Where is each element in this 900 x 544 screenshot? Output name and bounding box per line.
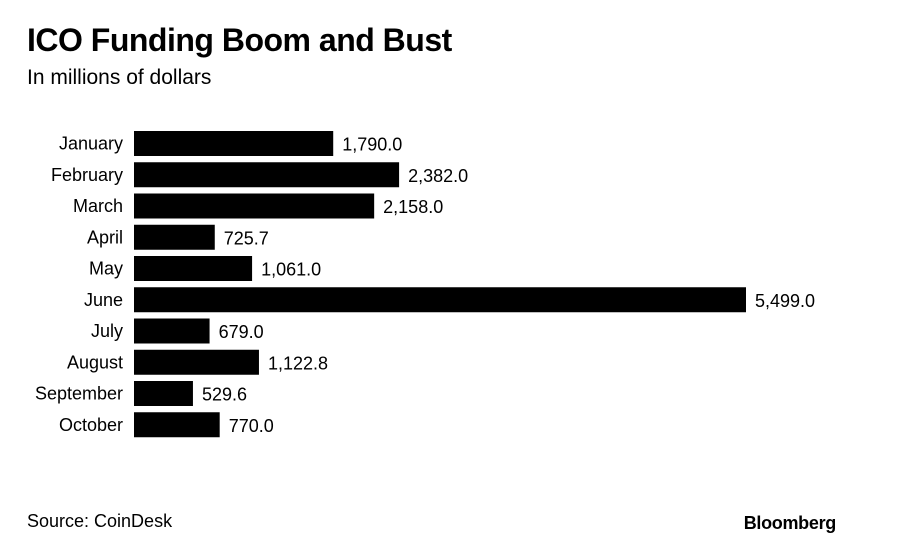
bar-january [134, 131, 334, 156]
bloomberg-logo: Bloomberg [743, 513, 837, 533]
value-label-september: 529.6 [202, 385, 247, 405]
chart-title: ICO Funding Boom and Bust [27, 22, 452, 58]
bar-february [134, 162, 400, 188]
category-label-april: April [87, 227, 123, 247]
chart-subtitle: In millions of dollars [27, 66, 212, 89]
category-label-february: February [51, 165, 123, 185]
bar-july [134, 318, 210, 344]
bar-august [134, 349, 259, 375]
category-label-may: May [89, 259, 123, 279]
source-note: Source: CoinDesk [27, 511, 173, 531]
value-label-february: 2,382.0 [408, 166, 468, 186]
value-label-july: 679.0 [219, 322, 264, 342]
category-label-january: January [59, 134, 123, 154]
value-label-october: 770.0 [229, 416, 274, 436]
bar-october [134, 412, 220, 438]
bar-march [134, 193, 375, 219]
category-label-june: June [84, 290, 123, 310]
category-label-march: March [73, 196, 123, 216]
value-label-may: 1,061.0 [261, 260, 321, 280]
bar-june [134, 287, 746, 313]
bar-chart: January 1,790.0 February 2,382.0 March 2,158.… [35, 131, 815, 438]
value-label-april: 725.7 [224, 228, 269, 248]
value-label-january: 1,790.0 [342, 135, 402, 155]
bar-april [134, 224, 215, 250]
value-label-august: 1,122.8 [268, 353, 328, 373]
bar-september [134, 381, 193, 406]
category-label-july: July [91, 321, 123, 341]
category-label-october: October [59, 415, 123, 435]
value-label-march: 2,158.0 [383, 197, 443, 217]
category-label-august: August [67, 352, 123, 372]
value-label-june: 5,499.0 [755, 291, 815, 311]
bar-may [134, 256, 253, 281]
category-label-september: September [35, 384, 123, 404]
